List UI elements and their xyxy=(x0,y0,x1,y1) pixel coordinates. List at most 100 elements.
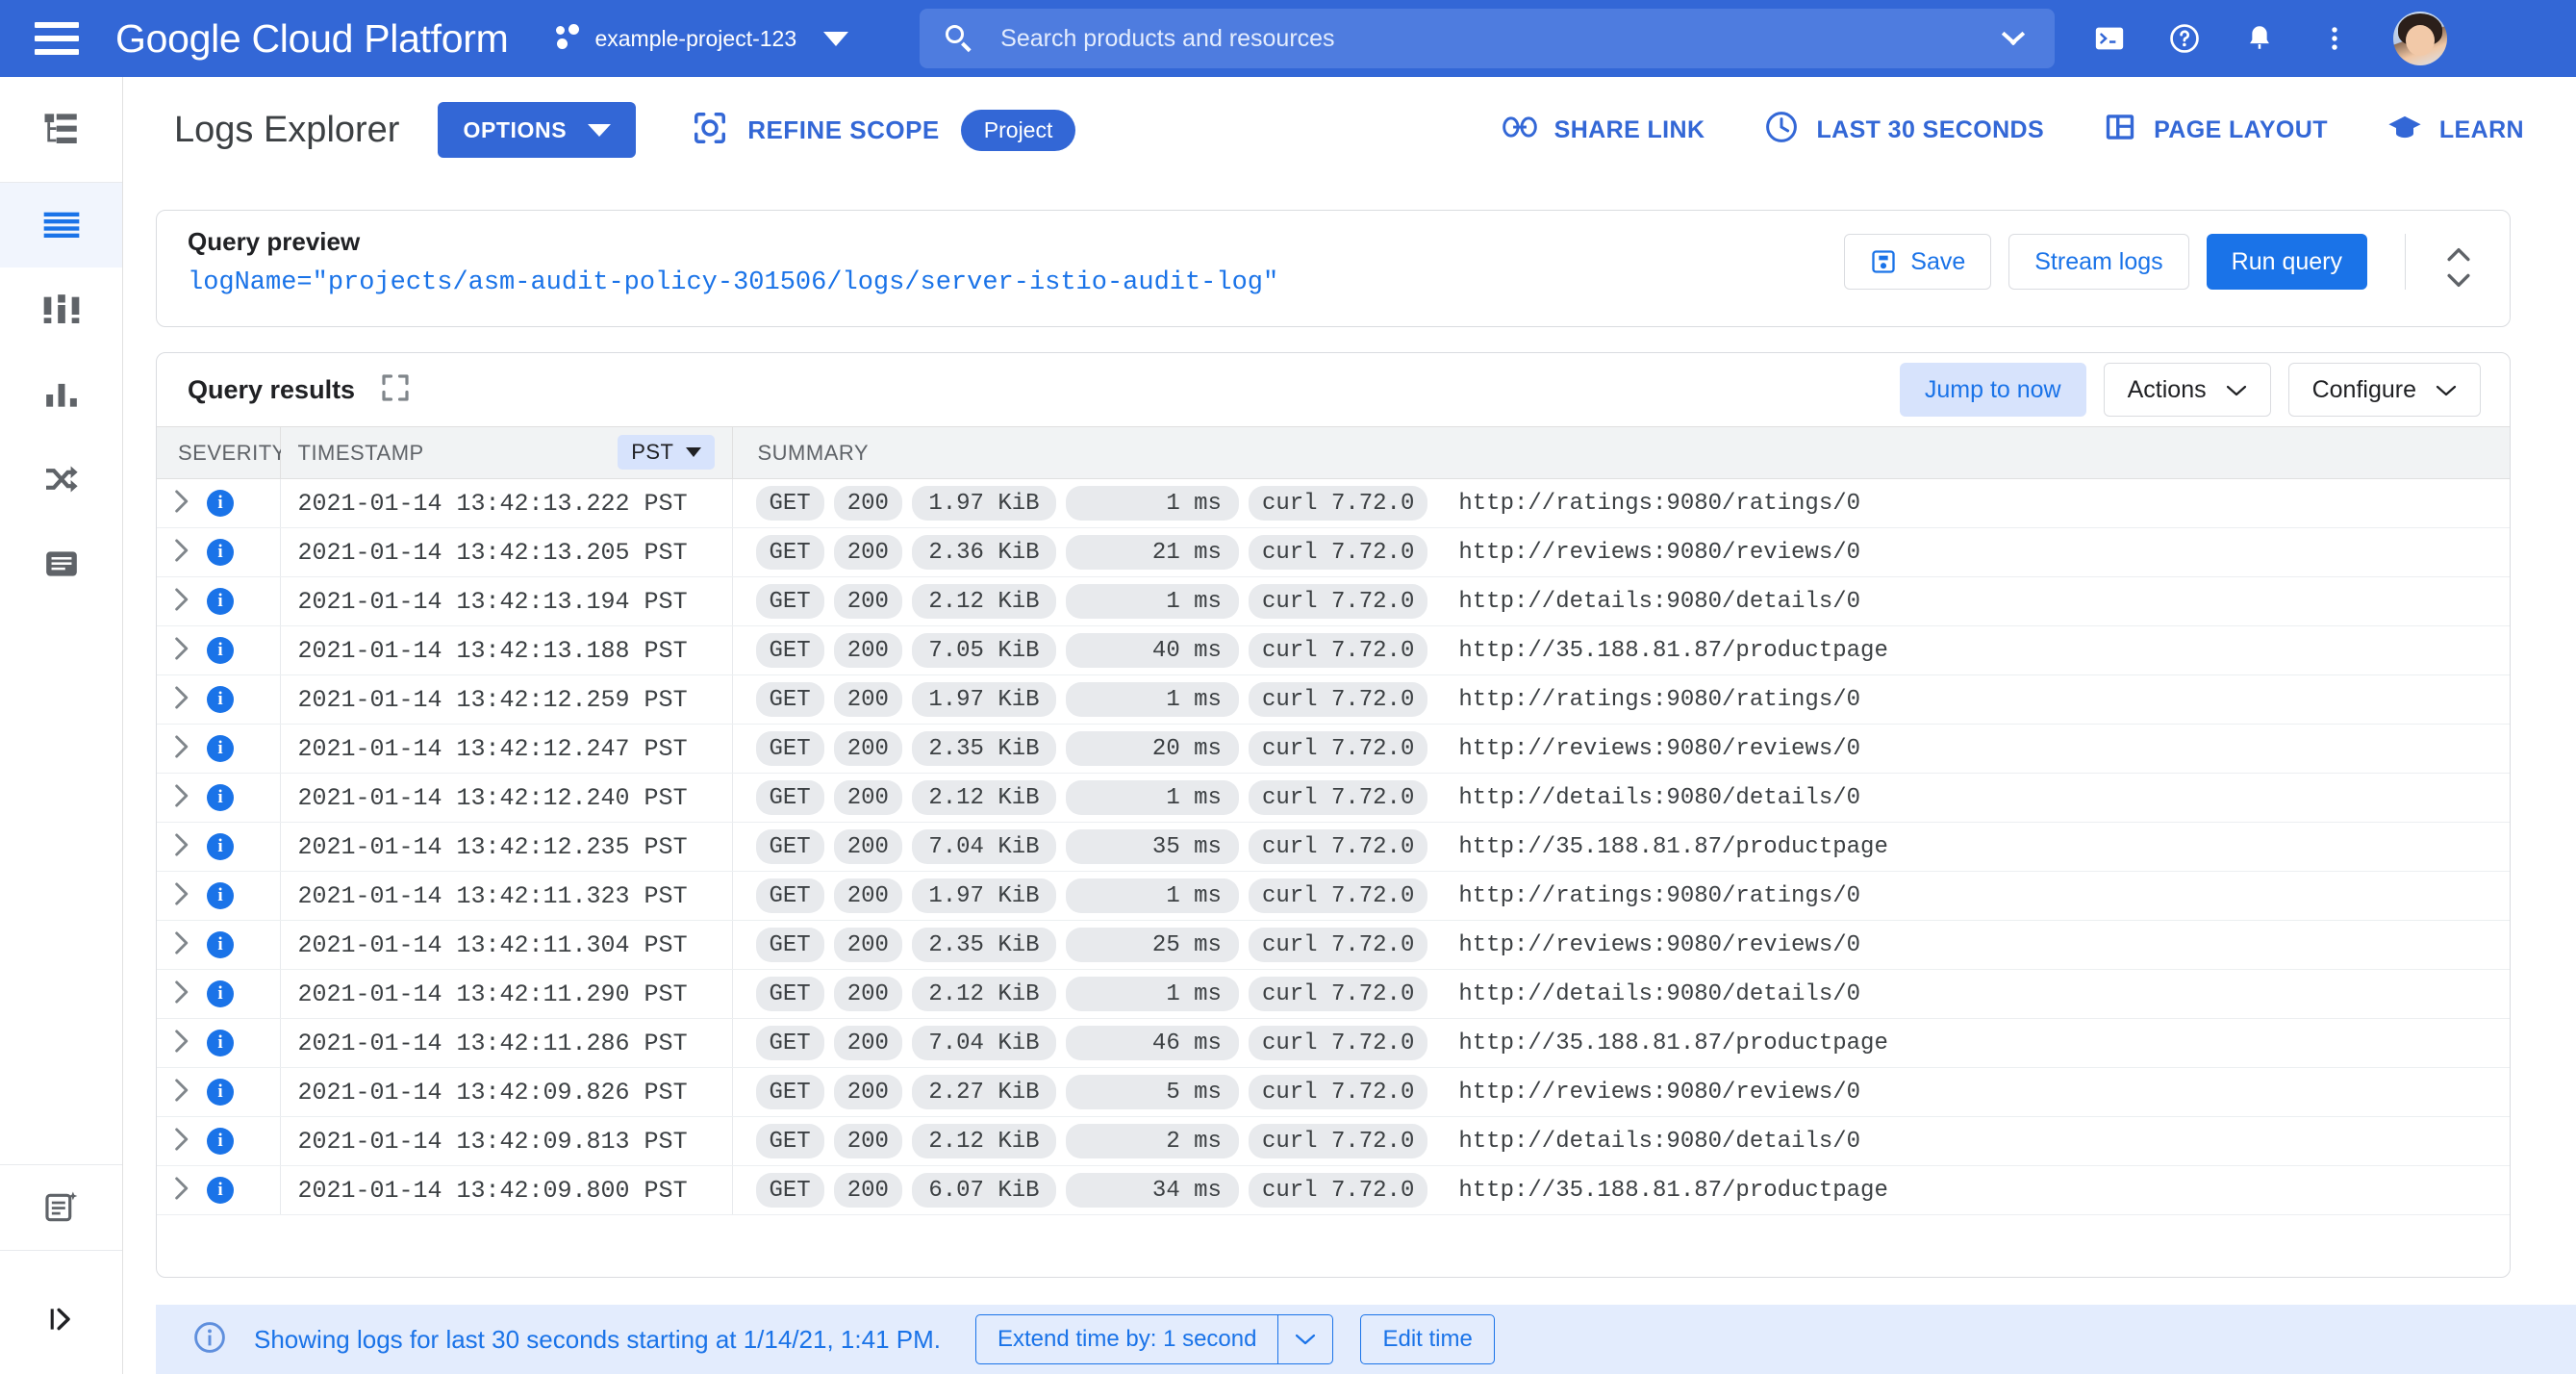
share-link-label: SHARE LINK xyxy=(1553,115,1705,143)
unfold-more-icon[interactable] xyxy=(2442,238,2475,302)
table-row[interactable]: i 2021-01-14 13:42:09.826 PST GET 200 2.27 K… xyxy=(157,1067,2510,1117)
expand-row-icon[interactable] xyxy=(170,930,191,960)
timestamp-cell: 2021-01-14 13:42:13.205 PST xyxy=(280,527,733,577)
severity-cell: i xyxy=(157,871,281,921)
notifications-icon[interactable] xyxy=(2243,22,2276,55)
http-status-pill: 200 xyxy=(833,780,902,815)
expand-row-icon[interactable] xyxy=(170,1078,191,1107)
table-row[interactable]: i 2021-01-14 13:42:09.813 PST GET 200 2.12 K… xyxy=(157,1116,2510,1166)
sidebar-item-logs-router[interactable] xyxy=(0,437,122,522)
search-input[interactable]: Search products and resources xyxy=(920,9,2056,68)
options-button[interactable]: OPTIONS xyxy=(438,102,637,158)
expand-row-icon[interactable] xyxy=(170,636,191,666)
timezone-selector[interactable]: PST xyxy=(618,435,715,470)
severity-cell: i xyxy=(157,576,281,626)
status-badge: i xyxy=(207,882,234,909)
expand-row-icon[interactable] xyxy=(170,881,191,911)
latency-pill: 1 ms xyxy=(1065,682,1239,717)
user-agent-pill: curl 7.72.0 xyxy=(1248,731,1428,766)
run-query-label: Run query xyxy=(2231,247,2342,275)
column-header-timestamp[interactable]: TIMESTAMP PST xyxy=(280,426,733,479)
sidebar-item-logs-storage[interactable] xyxy=(0,522,122,606)
run-query-button[interactable]: Run query xyxy=(2206,234,2367,290)
expand-row-icon[interactable] xyxy=(170,538,191,568)
table-row[interactable]: i 2021-01-14 13:42:11.290 PST GET 200 2.12 K… xyxy=(157,969,2510,1019)
expand-row-icon[interactable] xyxy=(170,1029,191,1058)
expand-row-icon[interactable] xyxy=(170,1176,191,1206)
request-url: http://35.188.81.87/productpage xyxy=(1458,833,1888,860)
summary-cell: GET 200 2.35 KiB 20 ms curl 7.72.0 http://rev… xyxy=(732,724,2510,774)
save-button[interactable]: Save xyxy=(1844,234,1992,290)
column-header-summary[interactable]: SUMMARY xyxy=(732,426,2510,479)
sidebar-item-logs-dashboard[interactable] xyxy=(0,267,122,352)
request-url: http://ratings:9080/ratings/0 xyxy=(1458,686,1861,713)
http-method-pill: GET xyxy=(755,1124,824,1158)
expand-row-icon[interactable] xyxy=(170,734,191,764)
expand-row-icon[interactable] xyxy=(170,685,191,715)
sidebar-item-logs-explorer[interactable] xyxy=(0,183,122,267)
table-row[interactable]: i 2021-01-14 13:42:12.235 PST GET 200 7.04 K… xyxy=(157,822,2510,872)
scope-icon xyxy=(692,110,728,151)
table-row[interactable]: i 2021-01-14 13:42:09.800 PST GET 200 6.07 K… xyxy=(157,1165,2510,1215)
expand-row-icon[interactable] xyxy=(170,832,191,862)
scope-chip[interactable]: Project xyxy=(960,109,1076,151)
table-row[interactable]: i 2021-01-14 13:42:13.194 PST GET 200 2.12 K… xyxy=(157,576,2510,626)
response-size-pill: 7.04 KiB xyxy=(911,829,1056,864)
sidebar-item-log-analytics[interactable] xyxy=(0,1164,122,1251)
table-row[interactable]: i 2021-01-14 13:42:12.259 PST GET 200 1.97 K… xyxy=(157,674,2510,725)
help-icon[interactable] xyxy=(2168,22,2201,55)
latency-pill: 25 ms xyxy=(1065,928,1239,962)
layout-icon xyxy=(2104,111,2136,150)
table-row[interactable]: i 2021-01-14 13:42:11.323 PST GET 200 1.97 K… xyxy=(157,871,2510,921)
status-badge: i xyxy=(207,686,234,713)
expand-row-icon[interactable] xyxy=(170,783,191,813)
http-status-pill: 200 xyxy=(833,928,902,962)
jump-to-now-button[interactable]: Jump to now xyxy=(1899,363,2086,417)
time-range-button[interactable]: LAST 30 SECONDS xyxy=(1764,110,2044,151)
table-row[interactable]: i 2021-01-14 13:42:11.304 PST GET 200 2.35 K… xyxy=(157,920,2510,970)
page-layout-button[interactable]: PAGE LAYOUT xyxy=(2104,111,2328,150)
table-row[interactable]: i 2021-01-14 13:42:11.286 PST GET 200 7.04 K… xyxy=(157,1018,2510,1068)
extend-time-button[interactable]: Extend time by: 1 second xyxy=(974,1314,1334,1364)
user-agent-pill: curl 7.72.0 xyxy=(1248,584,1428,619)
expand-row-icon[interactable] xyxy=(170,489,191,519)
expand-row-icon[interactable] xyxy=(170,1127,191,1157)
share-link-button[interactable]: SHARE LINK xyxy=(1502,114,1705,147)
request-url: http://reviews:9080/reviews/0 xyxy=(1458,735,1861,762)
chevron-down-icon[interactable] xyxy=(1278,1315,1332,1363)
query-preview-text[interactable]: logName="projects/asm-audit-policy-30150… xyxy=(188,268,1279,297)
more-vert-icon[interactable] xyxy=(2318,22,2351,55)
resource-hierarchy-icon[interactable] xyxy=(0,77,122,183)
fullscreen-icon[interactable] xyxy=(380,372,411,408)
page-title: Logs Explorer xyxy=(174,109,400,150)
expand-row-icon[interactable] xyxy=(170,980,191,1009)
status-badge: i xyxy=(207,1177,234,1204)
timestamp-cell: 2021-01-14 13:42:11.290 PST xyxy=(280,969,733,1019)
sidebar-item-logs-based-metrics[interactable] xyxy=(0,352,122,437)
configure-menu-button[interactable]: Configure xyxy=(2287,363,2481,417)
table-row[interactable]: i 2021-01-14 13:42:13.205 PST GET 200 2.36 K… xyxy=(157,527,2510,577)
expand-row-icon[interactable] xyxy=(170,587,191,617)
project-selector[interactable]: example-project-123 xyxy=(556,24,849,53)
query-preview-actions: Save Stream logs Run query xyxy=(1844,234,2367,290)
learn-button[interactable]: LEARN xyxy=(2387,113,2524,148)
column-header-severity[interactable]: SEVERITY xyxy=(157,426,286,479)
http-status-pill: 200 xyxy=(833,829,902,864)
request-url: http://ratings:9080/ratings/0 xyxy=(1458,882,1861,909)
expand-panel-icon[interactable] xyxy=(0,1285,122,1353)
avatar[interactable] xyxy=(2393,12,2448,65)
hamburger-icon[interactable] xyxy=(35,22,79,55)
table-row[interactable]: i 2021-01-14 13:42:12.240 PST GET 200 2.12 K… xyxy=(157,773,2510,823)
cloud-shell-icon[interactable] xyxy=(2093,22,2126,55)
stream-logs-button[interactable]: Stream logs xyxy=(2008,234,2189,290)
table-row[interactable]: i 2021-01-14 13:42:13.188 PST GET 200 7.05 K… xyxy=(157,625,2510,675)
http-status-pill: 200 xyxy=(833,731,902,766)
table-row[interactable]: i 2021-01-14 13:42:13.222 PST GET 200 1.97 K… xyxy=(157,478,2510,528)
refine-scope-button[interactable]: REFINE SCOPE Project xyxy=(692,109,1076,151)
chevron-down-icon[interactable] xyxy=(2001,31,2026,46)
actions-menu-button[interactable]: Actions xyxy=(2103,363,2271,417)
edit-time-button[interactable]: Edit time xyxy=(1360,1314,1495,1364)
status-badge: i xyxy=(207,735,234,762)
table-row[interactable]: i 2021-01-14 13:42:12.247 PST GET 200 2.35 K… xyxy=(157,724,2510,774)
table-body: i 2021-01-14 13:42:13.222 PST GET 200 1.97 K… xyxy=(157,478,2510,1215)
